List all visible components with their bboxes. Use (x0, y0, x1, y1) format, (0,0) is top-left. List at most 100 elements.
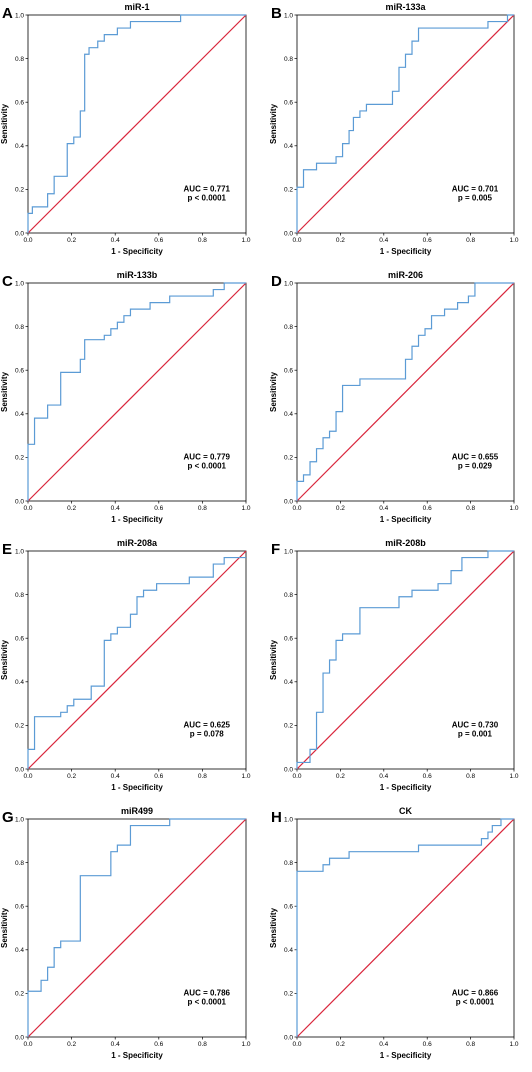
roc-curve-a (27, 14, 246, 233)
x-tick-label-a: 0.2 (67, 237, 76, 244)
x-tick-label-c: 0.0 (23, 505, 32, 512)
reference-line-b (296, 14, 515, 234)
roc-curve-d (296, 282, 514, 501)
chart-title-g: miR499 (121, 806, 153, 816)
auc-label-h: AUC = 0.866 (452, 989, 499, 998)
y-tick-label-a: 0.4 (15, 143, 24, 150)
y-tick-label-e: 0.4 (15, 679, 24, 686)
y-tick-label-g: 0.6 (15, 904, 24, 911)
y-tick-label-f: 1.0 (284, 548, 293, 555)
p-value-label-b: p = 0.005 (458, 194, 493, 203)
y-axis-label-b: Sensitivity (269, 103, 278, 144)
y-tick-label-f: 0.0 (284, 766, 293, 773)
auc-label-b: AUC = 0.701 (452, 185, 499, 194)
plot-frame-b (296, 14, 515, 234)
x-axis-label-e: 1 - Specificity (111, 783, 163, 792)
y-tick-label-a: 0.8 (15, 56, 24, 63)
y-tick-label-a: 0.2 (15, 187, 24, 194)
y-tick-label-c: 0.0 (15, 498, 24, 505)
panel-letter-h: H (271, 809, 282, 826)
plot-frame-a (27, 14, 247, 234)
y-tick-label-a: 1.0 (15, 12, 24, 19)
x-axis-label-b: 1 - Specificity (380, 247, 432, 256)
x-tick-label-b: 0.8 (466, 237, 475, 244)
auc-label-g: AUC = 0.786 (184, 989, 231, 998)
x-tick-label-a: 0.0 (23, 237, 32, 244)
panel-letter-g: G (2, 809, 14, 826)
y-tick-label-d: 0.4 (284, 411, 293, 418)
panel-letter-e: E (2, 541, 12, 558)
x-tick-label-e: 1.0 (241, 773, 250, 780)
plot-frame-d (296, 282, 515, 502)
x-tick-label-d: 0.8 (466, 505, 475, 512)
y-tick-label-b: 0.8 (284, 56, 293, 63)
x-axis-label-a: 1 - Specificity (111, 247, 163, 256)
y-tick-label-g: 1.0 (15, 816, 24, 823)
y-tick-label-g: 0.4 (15, 947, 24, 954)
y-axis-label-d: Sensitivity (269, 371, 278, 412)
y-tick-label-e: 0.0 (15, 766, 24, 773)
y-tick-label-f: 0.8 (284, 592, 293, 599)
chart-title-e: miR-208a (117, 538, 158, 548)
plot-frame-e (27, 550, 247, 770)
x-tick-label-f: 0.2 (336, 773, 345, 780)
reference-line-a (27, 14, 247, 234)
y-axis-label-f: Sensitivity (269, 639, 278, 680)
x-tick-label-c: 0.2 (67, 505, 76, 512)
p-value-label-c: p < 0.0001 (188, 462, 227, 471)
x-tick-label-h: 0.4 (379, 1041, 388, 1048)
y-tick-label-b: 1.0 (284, 12, 293, 19)
y-tick-label-h: 0.8 (284, 860, 293, 867)
p-value-label-e: p = 0.078 (190, 730, 225, 739)
y-tick-label-h: 0.2 (284, 991, 293, 998)
reference-line-g (27, 818, 247, 1038)
x-tick-label-b: 1.0 (509, 237, 518, 244)
x-tick-label-b: 0.2 (336, 237, 345, 244)
auc-label-f: AUC = 0.730 (452, 721, 499, 730)
plot-frame-f (296, 550, 515, 770)
y-tick-label-g: 0.0 (15, 1034, 24, 1041)
roc-curve-h (296, 818, 514, 1037)
x-tick-label-g: 0.8 (198, 1041, 207, 1048)
chart-title-f: miR-208b (385, 538, 426, 548)
x-tick-label-b: 0.4 (379, 237, 388, 244)
x-tick-label-g: 0.0 (23, 1041, 32, 1048)
y-tick-label-c: 0.2 (15, 455, 24, 462)
x-tick-label-c: 0.8 (198, 505, 207, 512)
y-tick-label-c: 1.0 (15, 280, 24, 287)
x-axis-label-f: 1 - Specificity (380, 783, 432, 792)
x-tick-label-g: 0.2 (67, 1041, 76, 1048)
x-tick-label-e: 0.6 (154, 773, 163, 780)
x-tick-label-d: 0.4 (379, 505, 388, 512)
y-tick-label-f: 0.2 (284, 723, 293, 730)
x-tick-label-h: 1.0 (509, 1041, 518, 1048)
y-axis-label-h: Sensitivity (269, 907, 278, 948)
x-tick-label-g: 0.6 (154, 1041, 163, 1048)
y-axis-label-e: Sensitivity (0, 639, 9, 680)
x-tick-label-e: 0.8 (198, 773, 207, 780)
roc-curve-c (27, 282, 246, 501)
x-tick-label-h: 0.6 (423, 1041, 432, 1048)
x-tick-label-f: 1.0 (509, 773, 518, 780)
y-axis-label-g: Sensitivity (0, 907, 9, 948)
x-tick-label-a: 0.8 (198, 237, 207, 244)
panel-letter-b: B (271, 5, 282, 22)
chart-title-a: miR-1 (124, 2, 149, 12)
y-tick-label-e: 0.6 (15, 636, 24, 643)
auc-label-d: AUC = 0.655 (452, 453, 499, 462)
y-tick-label-e: 0.8 (15, 592, 24, 599)
roc-curve-f (296, 550, 514, 769)
plot-frame-c (27, 282, 247, 502)
y-tick-label-d: 1.0 (284, 280, 293, 287)
panel-letter-d: D (271, 273, 282, 290)
x-tick-label-h: 0.8 (466, 1041, 475, 1048)
p-value-label-f: p = 0.001 (458, 730, 493, 739)
chart-title-c: miR-133b (117, 270, 158, 280)
y-axis-label-c: Sensitivity (0, 371, 9, 412)
x-tick-label-h: 0.2 (336, 1041, 345, 1048)
x-tick-label-d: 0.0 (292, 505, 301, 512)
x-tick-label-e: 0.4 (111, 773, 120, 780)
x-tick-label-a: 0.4 (111, 237, 120, 244)
x-tick-label-b: 0.6 (423, 237, 432, 244)
